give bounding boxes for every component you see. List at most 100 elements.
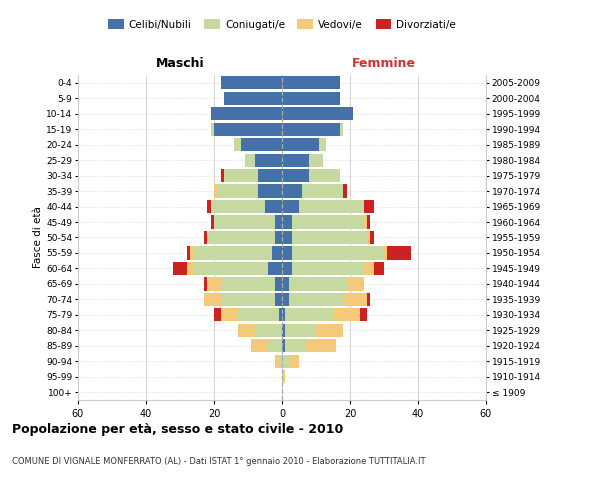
Bar <box>282 122 340 136</box>
Text: COMUNE DI VIGNALE MONFERRATO (AL) - Dati ISTAT 1° gennaio 2010 - Elaborazione TU: COMUNE DI VIGNALE MONFERRATO (AL) - Dati… <box>12 458 425 466</box>
Bar <box>282 308 286 322</box>
Bar <box>364 262 374 275</box>
Bar <box>286 340 306 352</box>
Bar <box>275 216 282 228</box>
Bar <box>224 169 258 182</box>
Bar <box>211 122 214 136</box>
Bar <box>221 169 224 182</box>
Bar <box>282 354 289 368</box>
Bar <box>275 293 282 306</box>
Bar <box>289 278 347 290</box>
Bar <box>299 200 364 213</box>
Text: Femmine: Femmine <box>352 58 416 70</box>
Bar <box>282 293 289 306</box>
Bar <box>255 324 282 337</box>
Bar <box>275 354 278 368</box>
Bar <box>204 278 207 290</box>
Bar <box>306 340 337 352</box>
Bar <box>289 293 343 306</box>
Bar <box>292 216 364 228</box>
Bar <box>384 246 388 260</box>
Bar <box>292 231 367 244</box>
Bar <box>282 169 309 182</box>
Bar <box>221 278 275 290</box>
Bar <box>388 246 411 260</box>
Bar <box>282 154 309 166</box>
Bar <box>268 262 282 275</box>
Bar <box>282 262 292 275</box>
Bar <box>211 200 265 213</box>
Bar <box>217 184 258 198</box>
Bar <box>282 324 286 337</box>
Bar <box>374 262 384 275</box>
Bar <box>282 246 292 260</box>
Bar <box>347 278 364 290</box>
Bar <box>360 308 367 322</box>
Bar <box>286 324 316 337</box>
Bar <box>286 308 333 322</box>
Bar <box>214 122 282 136</box>
Bar <box>251 340 268 352</box>
Bar <box>340 122 343 136</box>
Bar <box>282 138 319 151</box>
Bar <box>221 76 282 90</box>
Bar <box>367 216 370 228</box>
Bar <box>194 246 272 260</box>
Bar <box>282 370 286 384</box>
Bar <box>282 92 340 105</box>
Bar <box>316 324 343 337</box>
Bar <box>194 262 268 275</box>
Bar <box>204 231 207 244</box>
Bar <box>275 231 282 244</box>
Bar <box>241 138 282 151</box>
Bar <box>268 340 282 352</box>
Bar <box>309 154 323 166</box>
Bar <box>309 169 340 182</box>
Bar <box>370 231 374 244</box>
Bar <box>214 184 217 198</box>
Bar <box>302 184 343 198</box>
Bar <box>204 293 221 306</box>
Bar <box>238 324 255 337</box>
Bar <box>282 184 302 198</box>
Bar <box>255 154 282 166</box>
Bar <box>278 308 282 322</box>
Bar <box>343 293 367 306</box>
Y-axis label: Fasce di età: Fasce di età <box>34 206 43 268</box>
Bar <box>221 293 275 306</box>
Bar <box>367 293 370 306</box>
Bar <box>207 231 275 244</box>
Bar <box>282 231 292 244</box>
Bar <box>282 278 289 290</box>
Bar <box>214 216 275 228</box>
Bar <box>289 354 299 368</box>
Bar <box>343 184 347 198</box>
Bar <box>238 308 278 322</box>
Bar <box>282 200 299 213</box>
Bar <box>282 216 292 228</box>
Bar <box>292 246 384 260</box>
Bar <box>364 200 374 213</box>
Bar <box>364 216 367 228</box>
Bar <box>173 262 187 275</box>
Bar <box>333 308 360 322</box>
Legend: Celibi/Nubili, Coniugati/e, Vedovi/e, Divorziati/e: Celibi/Nubili, Coniugati/e, Vedovi/e, Di… <box>104 15 460 34</box>
Bar <box>214 308 221 322</box>
Bar <box>278 354 282 368</box>
Bar <box>272 246 282 260</box>
Bar <box>207 278 221 290</box>
Bar <box>282 107 353 120</box>
Bar <box>187 262 194 275</box>
Bar <box>282 76 340 90</box>
Bar <box>367 231 370 244</box>
Bar <box>235 138 241 151</box>
Bar <box>275 278 282 290</box>
Bar <box>187 246 190 260</box>
Bar <box>319 138 326 151</box>
Bar <box>245 154 255 166</box>
Bar <box>221 308 238 322</box>
Bar <box>265 200 282 213</box>
Text: Maschi: Maschi <box>155 58 205 70</box>
Bar <box>292 262 364 275</box>
Text: Popolazione per età, sesso e stato civile - 2010: Popolazione per età, sesso e stato civil… <box>12 422 343 436</box>
